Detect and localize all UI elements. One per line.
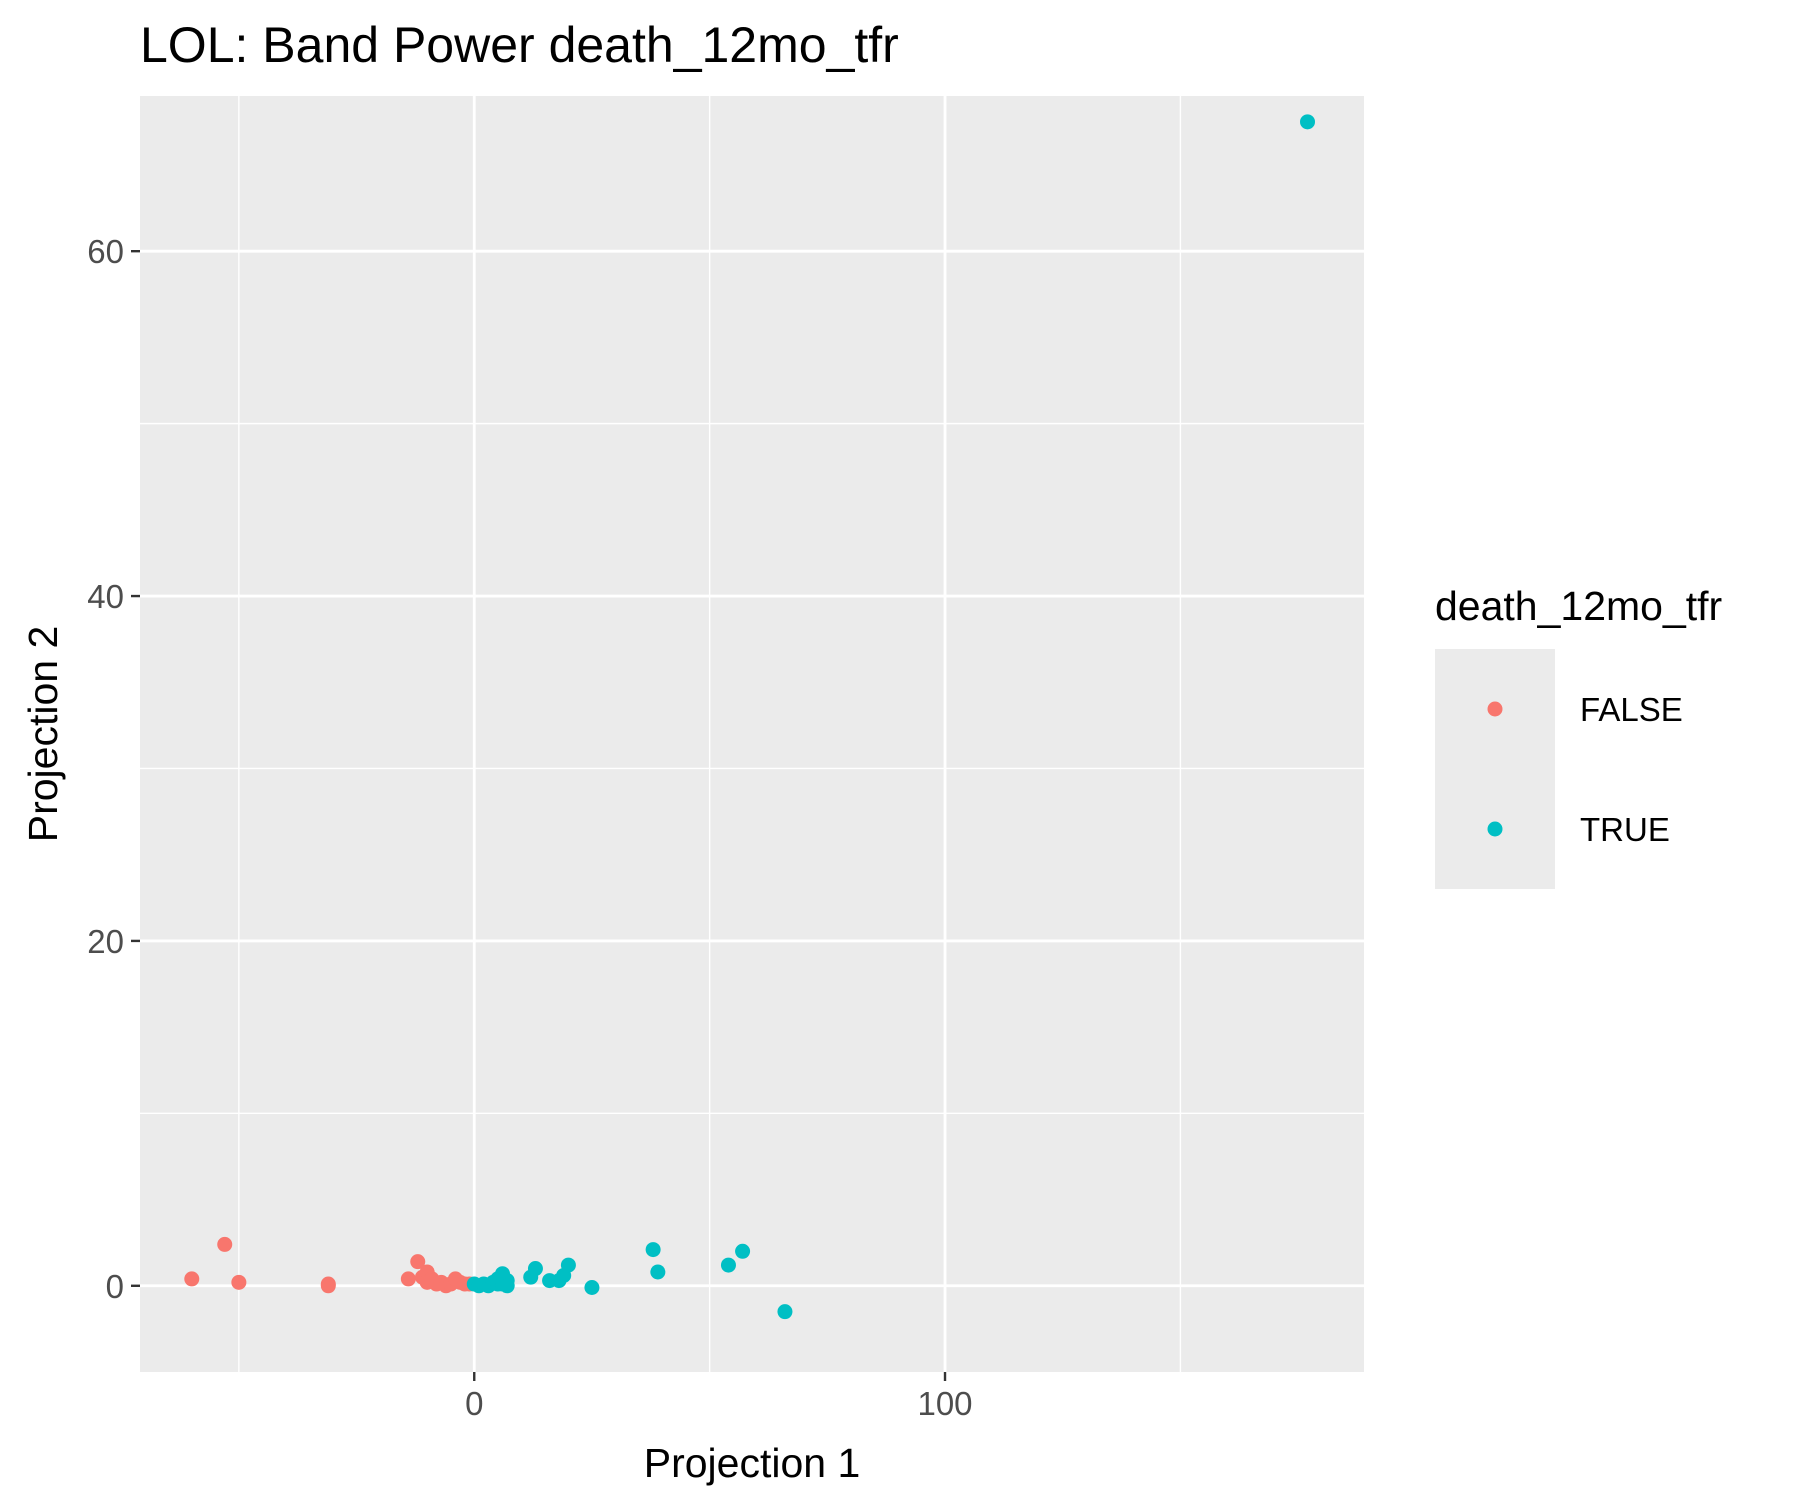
data-point	[217, 1236, 233, 1252]
legend-title: death_12mo_tfr	[1435, 583, 1722, 629]
x-tick-label: 100	[917, 1385, 972, 1422]
data-point	[231, 1274, 247, 1290]
y-tick-label: 60	[87, 233, 124, 270]
legend-key-marker	[1487, 701, 1503, 717]
x-tick-label: 0	[465, 1385, 483, 1422]
x-axis-title: Projection 1	[644, 1440, 861, 1486]
data-point	[645, 1242, 661, 1258]
grid-minor	[140, 96, 1364, 1372]
points-layer	[184, 114, 1316, 1320]
legend-item-true: TRUE	[1487, 811, 1670, 848]
legend-item-label: FALSE	[1580, 691, 1683, 728]
data-point	[650, 1264, 666, 1280]
legend-item-false: FALSE	[1487, 691, 1683, 728]
y-tick-label: 40	[87, 578, 124, 615]
legend-item-label: TRUE	[1580, 811, 1670, 848]
y-tick-label: 20	[87, 923, 124, 960]
data-point	[584, 1280, 600, 1296]
series-false	[184, 1236, 478, 1294]
legend-key-box	[1435, 649, 1555, 889]
data-point	[499, 1278, 515, 1294]
data-point	[560, 1257, 576, 1273]
data-point	[777, 1304, 793, 1320]
y-axis-title: Projection 2	[20, 626, 66, 843]
data-point	[410, 1254, 426, 1270]
chart-title: LOL: Band Power death_12mo_tfr	[140, 17, 899, 73]
data-point	[1300, 114, 1316, 130]
legend-items: FALSE TRUE	[1487, 691, 1683, 848]
grid-major	[140, 96, 1364, 1372]
y-tick-label: 0	[106, 1268, 124, 1305]
legend-key-marker	[1487, 821, 1503, 837]
data-point	[320, 1278, 336, 1294]
data-point	[400, 1271, 416, 1287]
data-point	[735, 1243, 751, 1259]
x-axis: 0 100	[465, 1372, 973, 1422]
data-point	[720, 1257, 736, 1273]
data-point	[184, 1271, 200, 1287]
legend: death_12mo_tfr FALSE TRUE	[1435, 583, 1722, 889]
data-point	[527, 1261, 543, 1277]
series-true	[466, 114, 1316, 1320]
y-axis: 0 20 40 60	[87, 233, 140, 1305]
plot-panel	[140, 96, 1364, 1372]
